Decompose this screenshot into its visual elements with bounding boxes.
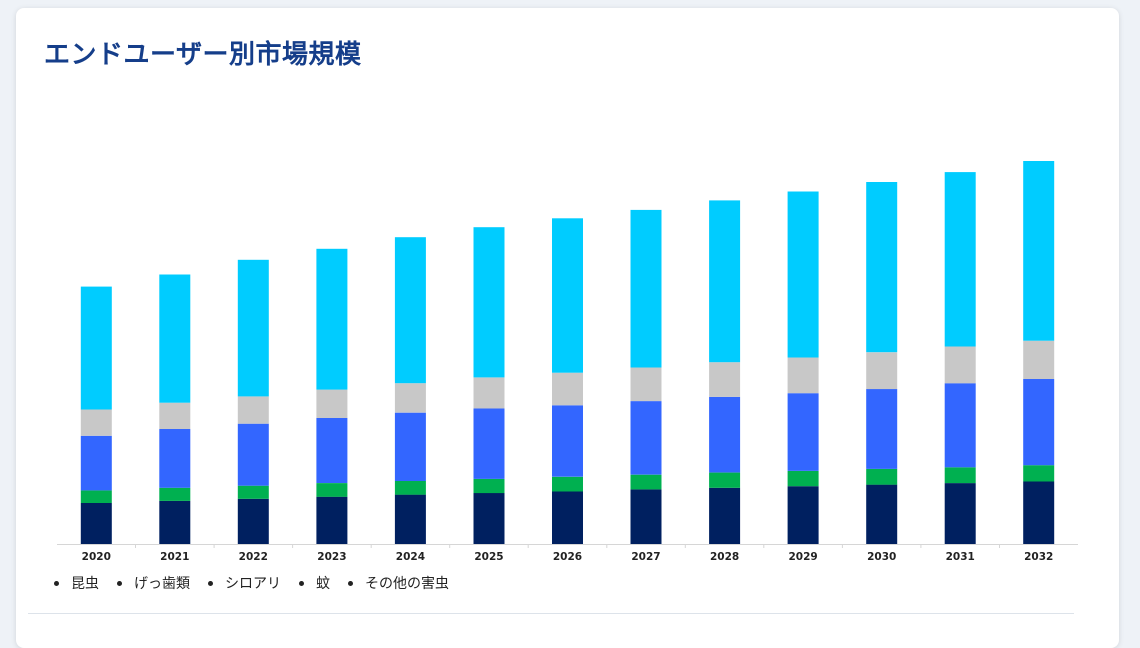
bar-segment-2028-4 — [709, 200, 741, 363]
bar-segment-2031-1 — [944, 467, 976, 484]
bar-segment-2024-4 — [394, 237, 426, 384]
bar-segment-2029-0 — [787, 486, 819, 544]
bar-segment-2032-1 — [1023, 465, 1055, 482]
bar-segment-2030-0 — [866, 484, 898, 544]
legend-item-termites[interactable]: シロアリ — [208, 573, 281, 593]
bar-segment-2032-2 — [1023, 379, 1055, 466]
x-tick-label: 2020 — [82, 551, 111, 563]
legend-label: げっ歯類 — [134, 576, 190, 592]
bar-segment-2022-0 — [237, 498, 269, 544]
bar-segment-2022-1 — [237, 485, 269, 499]
bar-segment-2029-1 — [787, 471, 819, 487]
bar-segment-2024-1 — [394, 481, 426, 495]
bar-segment-2021-2 — [159, 429, 191, 488]
legend-label: 蚊 — [316, 576, 330, 592]
x-tick-label: 2021 — [160, 551, 189, 563]
bar-segment-2030-2 — [866, 389, 898, 469]
chart-title: エンドユーザー別市場規模 — [44, 40, 362, 70]
bar-segment-2027-3 — [630, 367, 662, 402]
bar-segment-2025-4 — [473, 227, 505, 378]
bar-segment-2021-3 — [159, 402, 191, 429]
legend-label: シロアリ — [225, 576, 281, 592]
bar-segment-2030-3 — [866, 352, 898, 390]
legend-label: その他の害虫 — [365, 576, 449, 592]
legend-label: 昆虫 — [71, 576, 99, 592]
legend-bullet-icon — [54, 580, 59, 586]
x-tick-label: 2026 — [553, 551, 582, 563]
bar-segment-2028-2 — [709, 396, 741, 473]
bar-segment-2025-2 — [473, 408, 505, 479]
bar-segment-2020-3 — [80, 409, 112, 436]
bar-segment-2031-0 — [944, 483, 976, 544]
x-tick-label: 2027 — [631, 551, 660, 563]
bar-segment-2023-1 — [316, 483, 348, 497]
bar-segment-2027-2 — [630, 401, 662, 475]
bar-segment-2025-0 — [473, 493, 505, 544]
bar-segment-2023-4 — [316, 248, 348, 390]
bar-segment-2030-1 — [866, 468, 898, 485]
bar-segment-2023-3 — [316, 389, 348, 418]
bar-segment-2027-1 — [630, 474, 662, 490]
legend-item-insects[interactable]: 昆虫 — [54, 573, 99, 593]
bar-segment-2022-4 — [237, 259, 269, 397]
bar-segment-2028-0 — [709, 487, 741, 544]
legend-bullet-icon — [348, 580, 353, 586]
legend-bullet-icon — [299, 580, 304, 586]
bar-segment-2031-4 — [944, 172, 976, 347]
x-tick-label: 2025 — [474, 551, 503, 563]
bar-segment-2032-0 — [1023, 481, 1055, 544]
bar-segment-2027-4 — [630, 209, 662, 368]
legend-bullet-icon — [117, 580, 122, 586]
bar-segment-2027-0 — [630, 489, 662, 544]
bar-segment-2022-2 — [237, 423, 269, 486]
x-tick-label: 2028 — [710, 551, 739, 563]
bar-segment-2026-2 — [552, 405, 583, 477]
legend-item-mosquitoes[interactable]: 蚊 — [299, 573, 330, 593]
bar-segment-2026-1 — [552, 476, 583, 492]
bar-segment-2026-0 — [552, 491, 583, 544]
x-tick-label: 2031 — [946, 551, 975, 563]
chart-legend: 昆虫 げっ歯類 シロアリ 蚊 その他の害虫 — [54, 573, 449, 593]
x-tick-label: 2022 — [239, 551, 268, 563]
bar-segment-2032-3 — [1023, 340, 1055, 379]
bar-segment-2030-4 — [866, 182, 898, 353]
bar-segment-2023-0 — [316, 496, 348, 544]
x-tick-label: 2032 — [1024, 551, 1053, 563]
bar-segment-2021-4 — [159, 274, 191, 403]
bar-segment-2029-4 — [787, 191, 819, 358]
bar-segment-2029-3 — [787, 357, 819, 394]
bar-segment-2020-4 — [80, 286, 112, 410]
bar-segment-2024-3 — [394, 383, 426, 413]
bottom-divider — [28, 613, 1074, 614]
bar-segment-2028-1 — [709, 472, 741, 488]
x-tick-label: 2023 — [317, 551, 346, 563]
bar-segment-2024-2 — [394, 412, 426, 481]
bar-segment-2029-2 — [787, 393, 819, 471]
bar-segment-2020-2 — [80, 435, 112, 491]
bar-segment-2031-3 — [944, 346, 976, 384]
legend-item-rodents[interactable]: げっ歯類 — [117, 573, 190, 593]
x-tick-label: 2030 — [867, 551, 896, 563]
stacked-bar-chart: 2020 2021 2022 2023 2024 2025 2026 2027 2028 2029… — [57, 161, 1078, 563]
bar-segment-2028-3 — [709, 362, 741, 397]
bar-segment-2024-0 — [394, 494, 426, 544]
bar-segment-2026-3 — [552, 372, 583, 406]
bar-segment-2025-3 — [473, 377, 505, 409]
bar-segment-2032-4 — [1023, 161, 1055, 341]
bar-segment-2025-1 — [473, 478, 505, 494]
bar-segment-2021-0 — [159, 500, 191, 544]
bar-segment-2023-2 — [316, 417, 348, 483]
bar-segment-2026-4 — [552, 218, 583, 373]
legend-item-other-pests[interactable]: その他の害虫 — [348, 573, 449, 593]
bar-segment-2022-3 — [237, 396, 269, 424]
x-tick-label: 2029 — [788, 551, 817, 563]
bar-segment-2020-0 — [80, 503, 112, 544]
x-tick-label: 2024 — [396, 551, 425, 563]
bar-segment-2021-1 — [159, 487, 191, 501]
bar-segment-2031-2 — [944, 383, 976, 468]
legend-bullet-icon — [208, 580, 213, 586]
bar-segment-2020-1 — [80, 490, 112, 503]
